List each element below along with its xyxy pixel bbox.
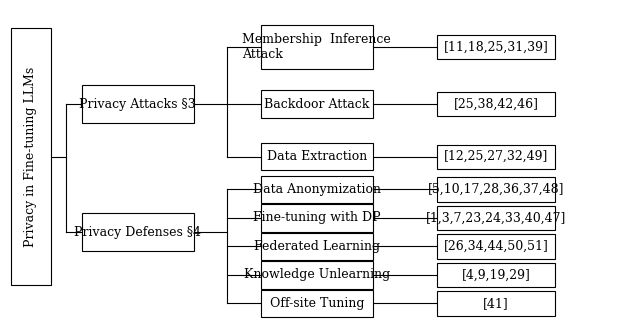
Text: Fine-tuning with DP: Fine-tuning with DP [253, 212, 381, 224]
FancyBboxPatch shape [437, 206, 555, 230]
Text: [25,38,42,46]: [25,38,42,46] [454, 98, 538, 110]
Text: Off-site Tuning: Off-site Tuning [269, 297, 364, 310]
Text: [5,10,17,28,36,37,48]: [5,10,17,28,36,37,48] [428, 183, 564, 196]
Text: Data Extraction: Data Extraction [267, 150, 367, 163]
FancyBboxPatch shape [261, 261, 372, 289]
Text: Privacy Attacks §3: Privacy Attacks §3 [79, 98, 196, 110]
FancyBboxPatch shape [437, 145, 555, 169]
FancyBboxPatch shape [437, 92, 555, 116]
FancyBboxPatch shape [11, 28, 51, 285]
Text: Privacy in Fine-tuning LLMs: Privacy in Fine-tuning LLMs [24, 67, 37, 247]
Text: [11,18,25,31,39]: [11,18,25,31,39] [444, 41, 548, 53]
FancyBboxPatch shape [437, 35, 555, 59]
FancyBboxPatch shape [437, 263, 555, 287]
Text: Membership  Inference
Attack: Membership Inference Attack [243, 33, 391, 61]
Text: [12,25,27,32,49]: [12,25,27,32,49] [444, 150, 548, 163]
Text: Knowledge Unlearning: Knowledge Unlearning [244, 269, 390, 281]
Text: Federated Learning: Federated Learning [253, 240, 380, 253]
FancyBboxPatch shape [82, 85, 193, 123]
FancyBboxPatch shape [261, 90, 372, 118]
FancyBboxPatch shape [261, 204, 372, 232]
FancyBboxPatch shape [261, 143, 372, 170]
FancyBboxPatch shape [437, 234, 555, 259]
FancyBboxPatch shape [82, 213, 193, 251]
FancyBboxPatch shape [261, 233, 372, 260]
FancyBboxPatch shape [437, 177, 555, 202]
FancyBboxPatch shape [437, 291, 555, 316]
FancyBboxPatch shape [261, 176, 372, 203]
Text: [4,9,19,29]: [4,9,19,29] [461, 269, 531, 281]
Text: Backdoor Attack: Backdoor Attack [264, 98, 369, 110]
FancyBboxPatch shape [261, 290, 372, 317]
FancyBboxPatch shape [261, 25, 372, 69]
Text: [41]: [41] [483, 297, 509, 310]
Text: [26,34,44,50,51]: [26,34,44,50,51] [444, 240, 548, 253]
Text: Data Anonymization: Data Anonymization [253, 183, 381, 196]
Text: [1,3,7,23,24,33,40,47]: [1,3,7,23,24,33,40,47] [426, 212, 566, 224]
Text: Privacy Defenses §4: Privacy Defenses §4 [74, 226, 201, 239]
